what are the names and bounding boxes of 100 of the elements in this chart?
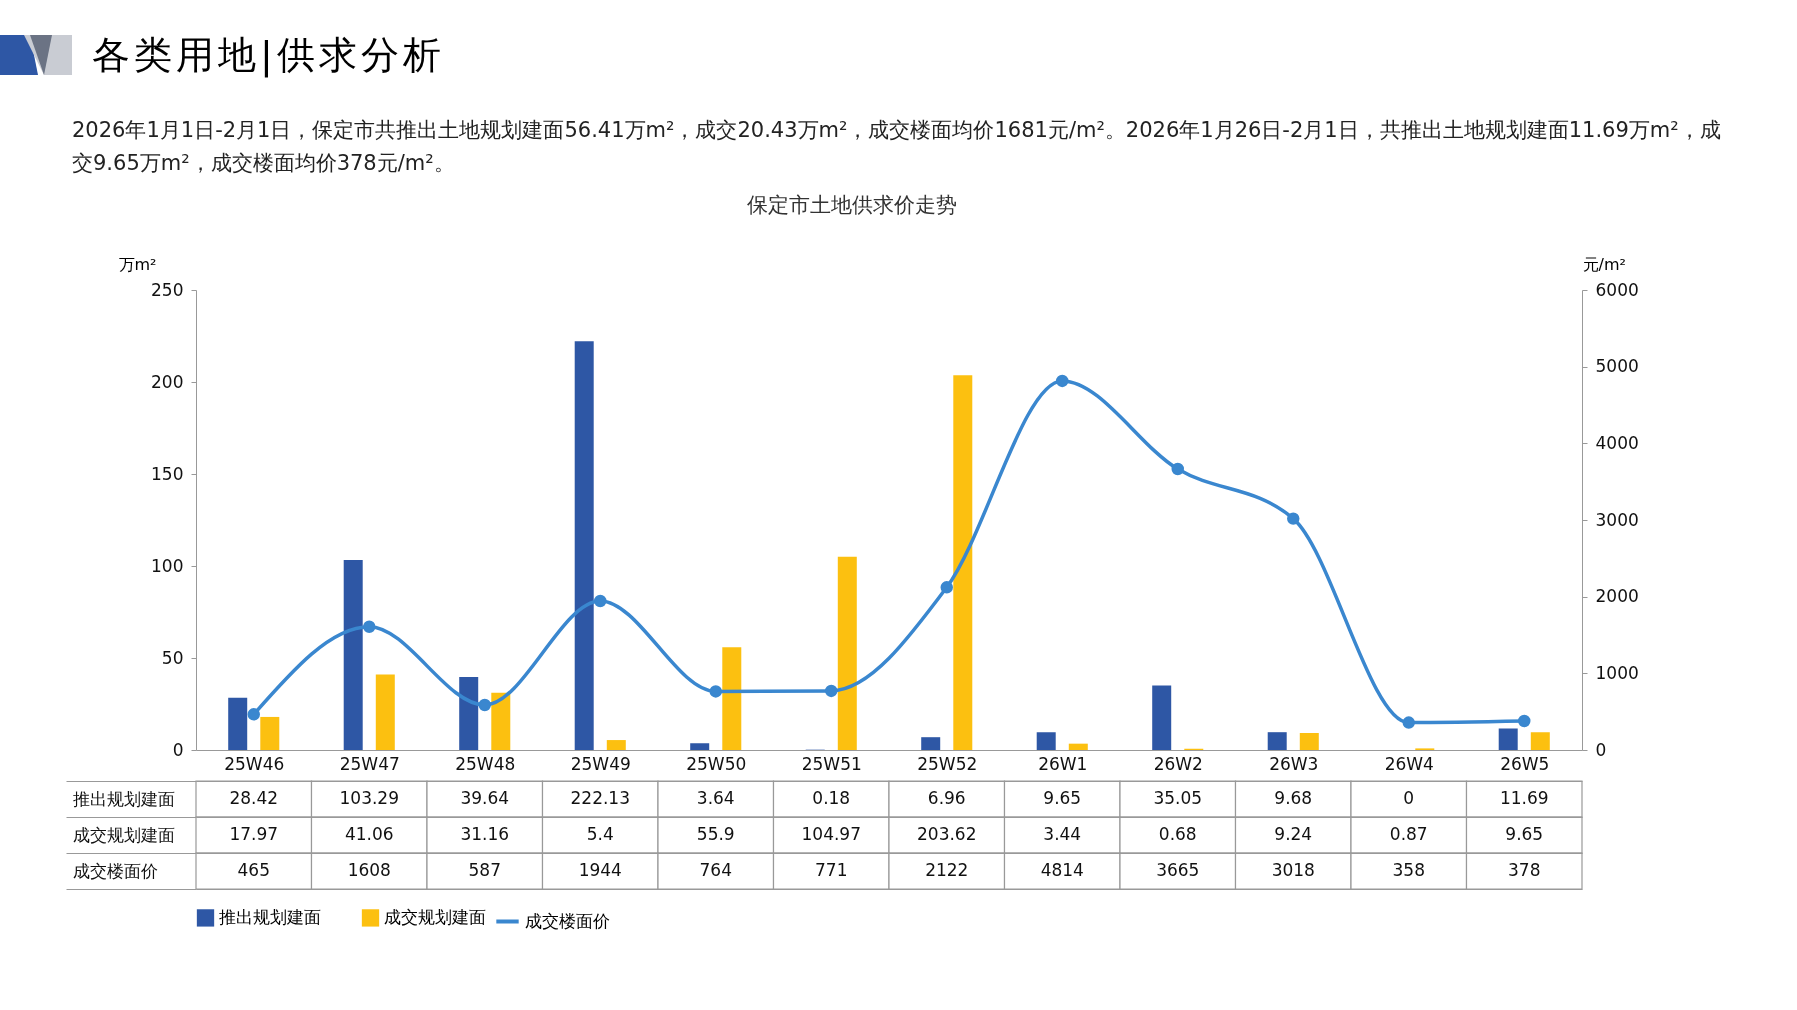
data-label: 2122 [925, 860, 969, 880]
x-tick-label: 25W50 [686, 753, 747, 774]
data-label: 9.65 [1505, 824, 1544, 844]
x-tick-label: 25W47 [339, 753, 400, 774]
y2-tick-label: 5000 [1595, 356, 1639, 377]
point [1056, 374, 1069, 388]
y-axis-title: 万m² [118, 254, 157, 274]
y2-tick-label: 3000 [1595, 509, 1639, 530]
data-label: 764 [699, 860, 732, 880]
data-label: 103.29 [339, 788, 399, 808]
point [940, 581, 953, 594]
data-label: 31.16 [460, 824, 510, 844]
data-label: 203.62 [917, 824, 977, 844]
bar [1530, 732, 1550, 750]
data-label: 3.44 [1043, 824, 1082, 844]
x-tick-label: 25W52 [917, 753, 978, 774]
data-label: 587 [468, 860, 501, 880]
data-label: 378 [1508, 860, 1541, 880]
data-label: 35.05 [1153, 788, 1203, 808]
data-label: 358 [1392, 860, 1425, 880]
y-tick-label: 100 [151, 555, 184, 576]
bar [228, 697, 248, 750]
y2-axis-title: 元/m² [1582, 254, 1626, 274]
y-tick-label: 250 [151, 279, 184, 300]
data-label: 3665 [1156, 860, 1200, 880]
x-tick-label: 26W5 [1500, 753, 1550, 774]
data-label: 5.4 [586, 824, 614, 844]
point [478, 698, 491, 712]
bar [1152, 685, 1172, 750]
data-label: 17.97 [229, 824, 279, 844]
bar [459, 677, 479, 750]
bar [491, 692, 511, 750]
text: 推出规划建面 [72, 788, 175, 809]
bar [343, 559, 363, 750]
data-label: 9.65 [1043, 788, 1082, 808]
bar [921, 737, 941, 750]
point [594, 594, 607, 608]
x-tick-label: 26W1 [1038, 753, 1088, 774]
y2-tick-label: 1000 [1595, 662, 1639, 683]
x-tick-label: 25W48 [455, 753, 516, 774]
x-tick-label: 25W49 [570, 753, 631, 774]
data-label: 104.97 [801, 824, 861, 844]
bar [1036, 732, 1056, 750]
y2-tick-label: 4000 [1595, 432, 1639, 453]
y2-tick-label: 6000 [1595, 279, 1639, 300]
bar [953, 375, 973, 750]
bar [837, 556, 857, 750]
data-label: 9.24 [1274, 824, 1313, 844]
bar [1299, 733, 1319, 750]
x-tick-label: 25W46 [224, 753, 285, 774]
data-label: 28.42 [229, 788, 279, 808]
text: 成交楼面价 [72, 860, 158, 881]
legend-label: 成交规划建面 [384, 906, 486, 927]
data-label: 0.18 [812, 788, 851, 808]
point [1171, 462, 1184, 476]
data-label: 0 [1403, 788, 1415, 808]
bar [574, 341, 594, 750]
x-tick-label: 26W4 [1384, 753, 1434, 774]
text: 各类用地|供求分析 [92, 31, 445, 80]
y-tick-label: 50 [161, 647, 184, 668]
y2-tick-label: 0 [1595, 739, 1607, 760]
data-label: 0.68 [1158, 824, 1197, 844]
y-tick-label: 200 [151, 371, 184, 392]
chart-title: 保定市土地供求价走势 [746, 193, 957, 217]
point [825, 684, 838, 698]
data-label: 1944 [578, 860, 622, 880]
data-label: 41.06 [344, 824, 394, 844]
bar [260, 716, 280, 750]
data-label: 771 [815, 860, 848, 880]
data-label: 0.87 [1389, 824, 1428, 844]
y2-tick-label: 2000 [1595, 586, 1639, 607]
legend-label: 推出规划建面 [219, 906, 321, 927]
data-label: 465 [237, 860, 270, 880]
bar [606, 740, 626, 750]
y-tick-label: 150 [151, 463, 184, 484]
data-label: 3018 [1271, 860, 1315, 880]
point [363, 620, 376, 633]
text: 成交规划建面 [72, 824, 175, 845]
point [1402, 716, 1415, 729]
data-label: 39.64 [460, 788, 510, 808]
point [1518, 714, 1531, 728]
bar [1498, 728, 1518, 750]
x-tick-label: 25W51 [801, 753, 862, 774]
x-tick-label: 26W3 [1269, 753, 1319, 774]
data-label: 4814 [1040, 860, 1084, 880]
data-label: 6.96 [927, 788, 966, 808]
data-label: 3.64 [696, 788, 735, 808]
point [247, 708, 260, 721]
bar [722, 647, 742, 750]
data-label: 1608 [347, 860, 391, 880]
data-label: 11.69 [1499, 788, 1549, 808]
x-tick-label: 26W2 [1153, 753, 1203, 774]
chart-subtitle: 2026年1月1日-2月1日，保定市共推出土地规划建面56.41万m²，成交20.43万m²，成交楼面均价1681元/m²。2026年1月26日-2月1日，共推出土地规划建面11.69万m²，成交9.65万m²，成交楼面均价378元/m²。 [72, 117, 1722, 177]
bar [690, 743, 710, 750]
data-label: 55.9 [696, 824, 735, 844]
bar [1267, 732, 1287, 750]
bar [375, 674, 395, 750]
data-label: 222.13 [570, 788, 630, 808]
y-tick-label: 0 [172, 739, 184, 760]
point [709, 685, 722, 698]
